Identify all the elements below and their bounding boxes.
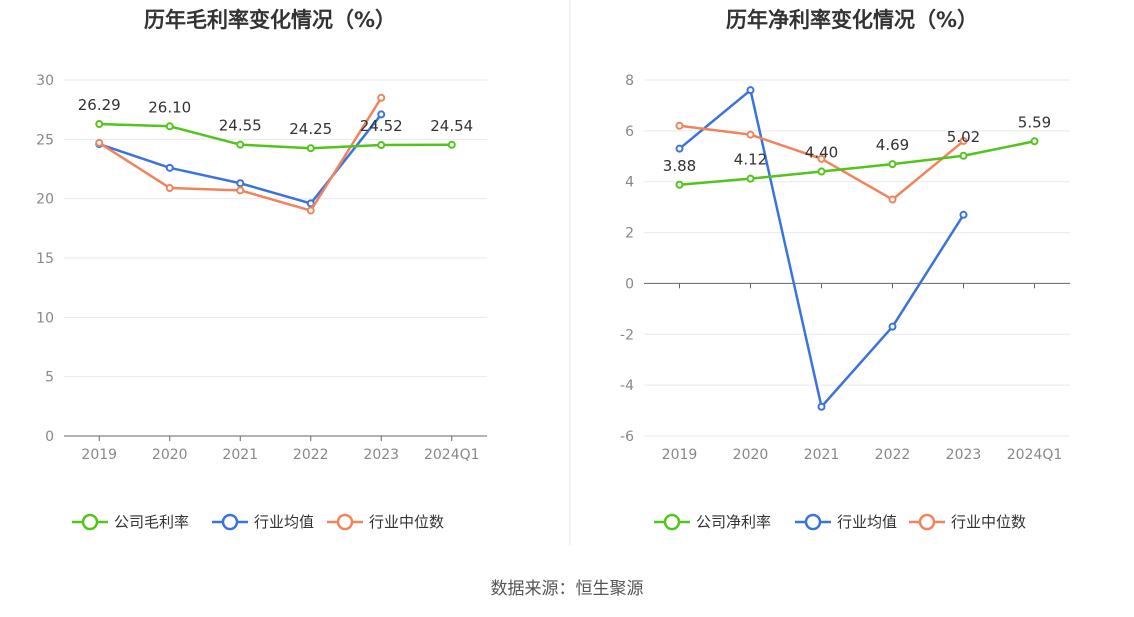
legend-item: 行业中位数 — [327, 513, 444, 531]
x-tick-label: 2024Q1 — [1007, 447, 1063, 463]
y-tick-label: 10 — [36, 310, 54, 326]
data-label: 4.69 — [876, 136, 909, 154]
y-tick-label: 8 — [625, 73, 634, 89]
data-label: 26.29 — [78, 96, 121, 114]
data-point — [675, 144, 684, 153]
y-tick-label: 0 — [625, 276, 634, 292]
x-tick-label: 2024Q1 — [424, 447, 480, 463]
data-point — [817, 154, 826, 163]
chart-title: 历年毛利率变化情况（%） — [144, 8, 396, 32]
legend-item: 公司净利率 — [654, 513, 771, 531]
y-tick-label: 6 — [625, 124, 634, 140]
data-point — [675, 180, 684, 189]
y-tick-label: -4 — [620, 378, 634, 394]
legend-label: 行业中位数 — [369, 513, 444, 531]
legend-marker — [336, 513, 354, 531]
data-label: 24.55 — [219, 117, 262, 135]
data-point — [236, 186, 245, 195]
y-tick-label: 25 — [36, 132, 54, 148]
data-point — [1030, 137, 1039, 146]
gross-margin-chart: 历年毛利率变化情况（%） 0 5 10 15 20 25 30 2019 2020 2021 2022… — [36, 8, 487, 531]
data-point — [888, 160, 897, 169]
chart-title: 历年净利率变化情况（%） — [726, 8, 978, 32]
data-point — [675, 121, 684, 130]
net-margin-chart: 历年净利率变化情况（%） -6 -4 -2 0 2 4 6 8 2019 2020 2021 2022 2… — [620, 8, 1070, 531]
x-tick-label: 2020 — [733, 447, 769, 463]
data-point — [817, 167, 826, 176]
legend-marker — [804, 513, 822, 531]
data-label: 3.88 — [663, 157, 696, 175]
y-tick-label: 30 — [36, 73, 54, 89]
y-tick-label: 20 — [36, 192, 54, 208]
legend-label: 行业均值 — [254, 513, 314, 531]
data-point — [306, 206, 315, 215]
data-point — [959, 151, 968, 160]
legend-marker — [221, 513, 239, 531]
data-label: 4.12 — [734, 151, 767, 169]
y-tick-label: 5 — [45, 370, 54, 386]
data-point — [746, 174, 755, 183]
data-label: 4.40 — [805, 144, 838, 162]
legend-label: 行业中位数 — [951, 513, 1026, 531]
x-tick-label: 2022 — [875, 447, 911, 463]
y-tick-label: -2 — [620, 327, 634, 343]
x-tick-label: 2021 — [222, 447, 258, 463]
legend-marker — [663, 513, 681, 531]
x-tick-label: 2020 — [152, 447, 188, 463]
data-point — [959, 137, 968, 146]
data-point — [817, 402, 826, 411]
data-label: 24.52 — [360, 117, 403, 135]
data-label: 26.10 — [148, 98, 191, 116]
data-point — [236, 179, 245, 188]
data-point — [746, 130, 755, 139]
series-line — [678, 88, 965, 409]
legend-item: 行业均值 — [212, 513, 314, 531]
y-tick-label: 2 — [625, 226, 634, 242]
data-point — [746, 86, 755, 95]
legend-item: 行业中位数 — [909, 513, 1026, 531]
data-point — [165, 183, 174, 192]
legend-item: 公司毛利率 — [72, 513, 189, 531]
legend-item: 行业均值 — [795, 513, 897, 531]
x-tick-label: 2021 — [804, 447, 840, 463]
x-tick-label: 2023 — [946, 447, 982, 463]
data-point — [377, 93, 386, 102]
series-line — [99, 122, 452, 150]
y-tick-label: -6 — [620, 429, 634, 445]
legend-marker — [81, 513, 99, 531]
legend-label: 公司毛利率 — [114, 513, 189, 531]
series-line — [679, 140, 1035, 187]
data-label: 5.02 — [947, 128, 980, 146]
data-point — [888, 195, 897, 204]
data-point — [95, 120, 104, 129]
data-point — [306, 144, 315, 153]
data-point — [95, 138, 104, 147]
data-point — [377, 110, 386, 119]
data-point — [236, 140, 245, 149]
data-point — [165, 163, 174, 172]
x-tick-label: 2019 — [662, 447, 698, 463]
legend-label: 行业均值 — [837, 513, 897, 531]
y-tick-label: 0 — [45, 429, 54, 445]
x-tick-label: 2023 — [363, 447, 399, 463]
data-point — [888, 322, 897, 331]
legend-label: 公司净利率 — [696, 513, 771, 531]
data-point — [165, 122, 174, 131]
data-label: 24.54 — [430, 117, 473, 135]
legend-marker — [918, 513, 936, 531]
data-label: 24.25 — [289, 120, 332, 138]
x-tick-label: 2022 — [293, 447, 329, 463]
x-tick-label: 2019 — [81, 447, 117, 463]
y-tick-label: 15 — [36, 251, 54, 267]
data-source: 数据来源：恒生聚源 — [490, 579, 644, 598]
data-point — [447, 140, 456, 149]
y-tick-label: 4 — [625, 175, 634, 191]
data-point — [959, 210, 968, 219]
data-label: 5.59 — [1018, 113, 1051, 131]
data-point — [377, 141, 386, 150]
